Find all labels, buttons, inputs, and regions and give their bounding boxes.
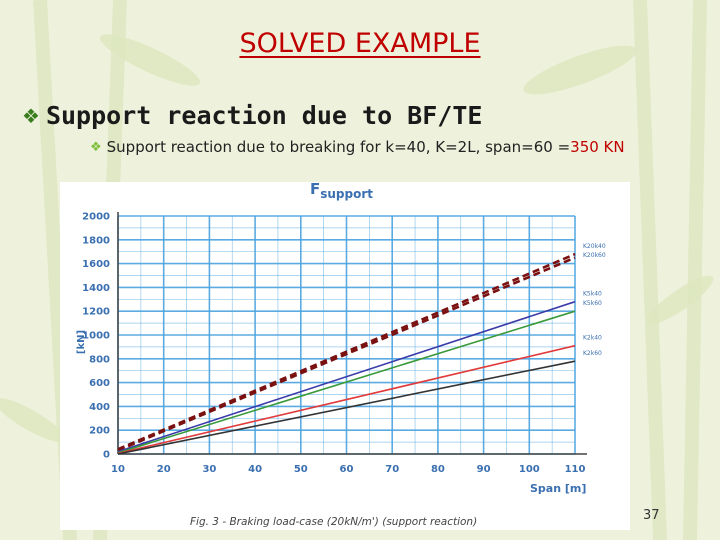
- x-tick-label: 30: [202, 464, 216, 475]
- bullet-level1-text: Support reaction due to BF/TE: [45, 101, 483, 130]
- x-tick-label: 60: [340, 464, 354, 475]
- y-tick-label: 800: [89, 354, 110, 365]
- slide-title: SOLVED EXAMPLE: [239, 28, 481, 59]
- series-line-k2k40: [117, 344, 576, 455]
- series-line-k20k60: [117, 256, 576, 452]
- x-tick-label: 50: [294, 464, 308, 475]
- page-number: 37: [643, 508, 660, 523]
- bullet-level2-text: Support reaction due to breaking for k=4…: [106, 138, 571, 156]
- chart-text: 10 20 30 40 50 60 70 80 90 100 110 0 200 400 600 800 100…: [76, 182, 606, 528]
- x-tick-label: 90: [477, 464, 491, 475]
- y-tick-label: 600: [89, 378, 110, 389]
- chart-axes: [117, 212, 587, 455]
- chart-grid: [117, 215, 576, 455]
- x-axis-label: Span [m]: [530, 482, 586, 495]
- legend-entry: K20k60: [583, 252, 606, 259]
- x-tick-label: 20: [157, 464, 171, 475]
- y-tick-label: 0: [103, 450, 110, 461]
- x-tick-label: 100: [519, 464, 540, 475]
- diamond-bullet-icon: ❖: [22, 103, 40, 128]
- x-tick-label: 110: [565, 464, 586, 475]
- x-tick-label: 70: [385, 464, 399, 475]
- series-line-k2k60: [117, 360, 576, 455]
- series-line-k5k40: [117, 300, 576, 453]
- legend-entry: K5k40: [583, 291, 602, 298]
- chart-series: [117, 252, 576, 455]
- chart-caption: Fig. 3 - Braking load-case (20kN/m') (su…: [190, 516, 477, 528]
- y-tick-label: 1800: [82, 235, 110, 246]
- y-tick-label: 400: [89, 402, 110, 413]
- series-line-k20k40: [117, 252, 576, 451]
- bullet-level2-highlight: 350 KN: [570, 138, 625, 156]
- support-reaction-chart: 10 20 30 40 50 60 70 80 90 100 110 0 200 400 600 800 100…: [76, 182, 606, 528]
- y-tick-label: 1600: [82, 259, 110, 270]
- y-axis-label: [kN]: [76, 330, 87, 354]
- y-tick-label: 1000: [82, 331, 110, 342]
- series-line-k5k60: [117, 310, 576, 454]
- bullet-level1: ❖ Support reaction due to BF/TE: [22, 101, 482, 130]
- x-tick-label: 10: [111, 464, 125, 475]
- bullet-level2: ❖ Support reaction due to breaking for k…: [90, 138, 625, 156]
- x-tick-label: 40: [248, 464, 262, 475]
- y-tick-label: 1400: [82, 283, 110, 294]
- diamond-bullet-icon: ❖: [90, 139, 102, 155]
- legend-entry: K5k60: [583, 300, 602, 307]
- legend-entry: K20k40: [583, 243, 606, 250]
- chart-title: Fsupport: [310, 182, 373, 201]
- y-tick-label: 1200: [82, 307, 110, 318]
- x-tick-label: 80: [431, 464, 445, 475]
- y-tick-label: 2000: [82, 212, 110, 223]
- chart-image: 10 20 30 40 50 60 70 80 90 100 110 0 200 400 600 800 100…: [60, 182, 630, 530]
- legend-entry: K2k40: [583, 335, 602, 342]
- legend-entry: K2k60: [583, 350, 602, 357]
- y-tick-label: 200: [89, 426, 110, 437]
